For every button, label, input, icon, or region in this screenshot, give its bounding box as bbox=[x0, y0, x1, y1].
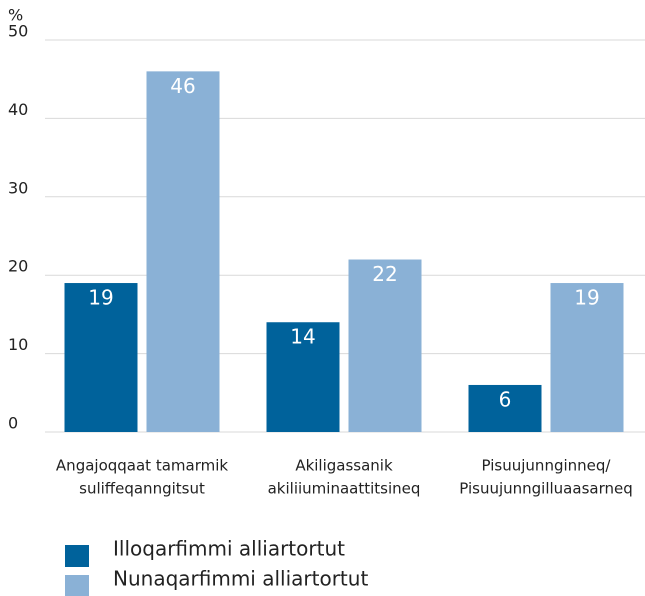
y-tick-label: 10 bbox=[8, 335, 28, 354]
bar bbox=[266, 322, 340, 432]
value-label: 14 bbox=[290, 325, 315, 349]
x-tick-label: suliffeqanngitsut bbox=[79, 480, 205, 498]
x-tick-label: Akiligassanik bbox=[295, 457, 393, 475]
legend-swatch bbox=[65, 545, 89, 567]
bar bbox=[146, 71, 220, 433]
bar bbox=[64, 283, 138, 432]
x-tick-label: Pisuujunngilluaasarneq bbox=[459, 480, 632, 498]
bar bbox=[550, 283, 624, 432]
bar bbox=[468, 384, 542, 432]
y-axis-label: % bbox=[8, 6, 23, 25]
bar bbox=[348, 259, 422, 432]
value-label: 22 bbox=[372, 262, 397, 286]
legend-swatch bbox=[65, 575, 89, 596]
legend-label: Illoqarfimmi alliartortut bbox=[113, 537, 345, 561]
y-tick-label: 0 bbox=[8, 414, 18, 433]
legend-label: Nunaqarfimmi alliartortut bbox=[113, 567, 368, 591]
y-tick-label: 50 bbox=[8, 22, 28, 41]
x-tick-label: Angajoqqaat tamarmik bbox=[56, 457, 228, 475]
y-tick-label: 40 bbox=[8, 100, 28, 119]
y-tick-label: 30 bbox=[8, 178, 28, 197]
value-label: 19 bbox=[574, 286, 599, 310]
y-tick-label: 20 bbox=[8, 257, 28, 276]
x-tick-label: Pisuujunnginneq/ bbox=[482, 457, 612, 475]
value-label: 6 bbox=[499, 387, 512, 411]
value-label: 19 bbox=[88, 286, 113, 310]
x-tick-label: akiliiuminaattitsineq bbox=[268, 480, 421, 498]
value-label: 46 bbox=[170, 74, 195, 98]
